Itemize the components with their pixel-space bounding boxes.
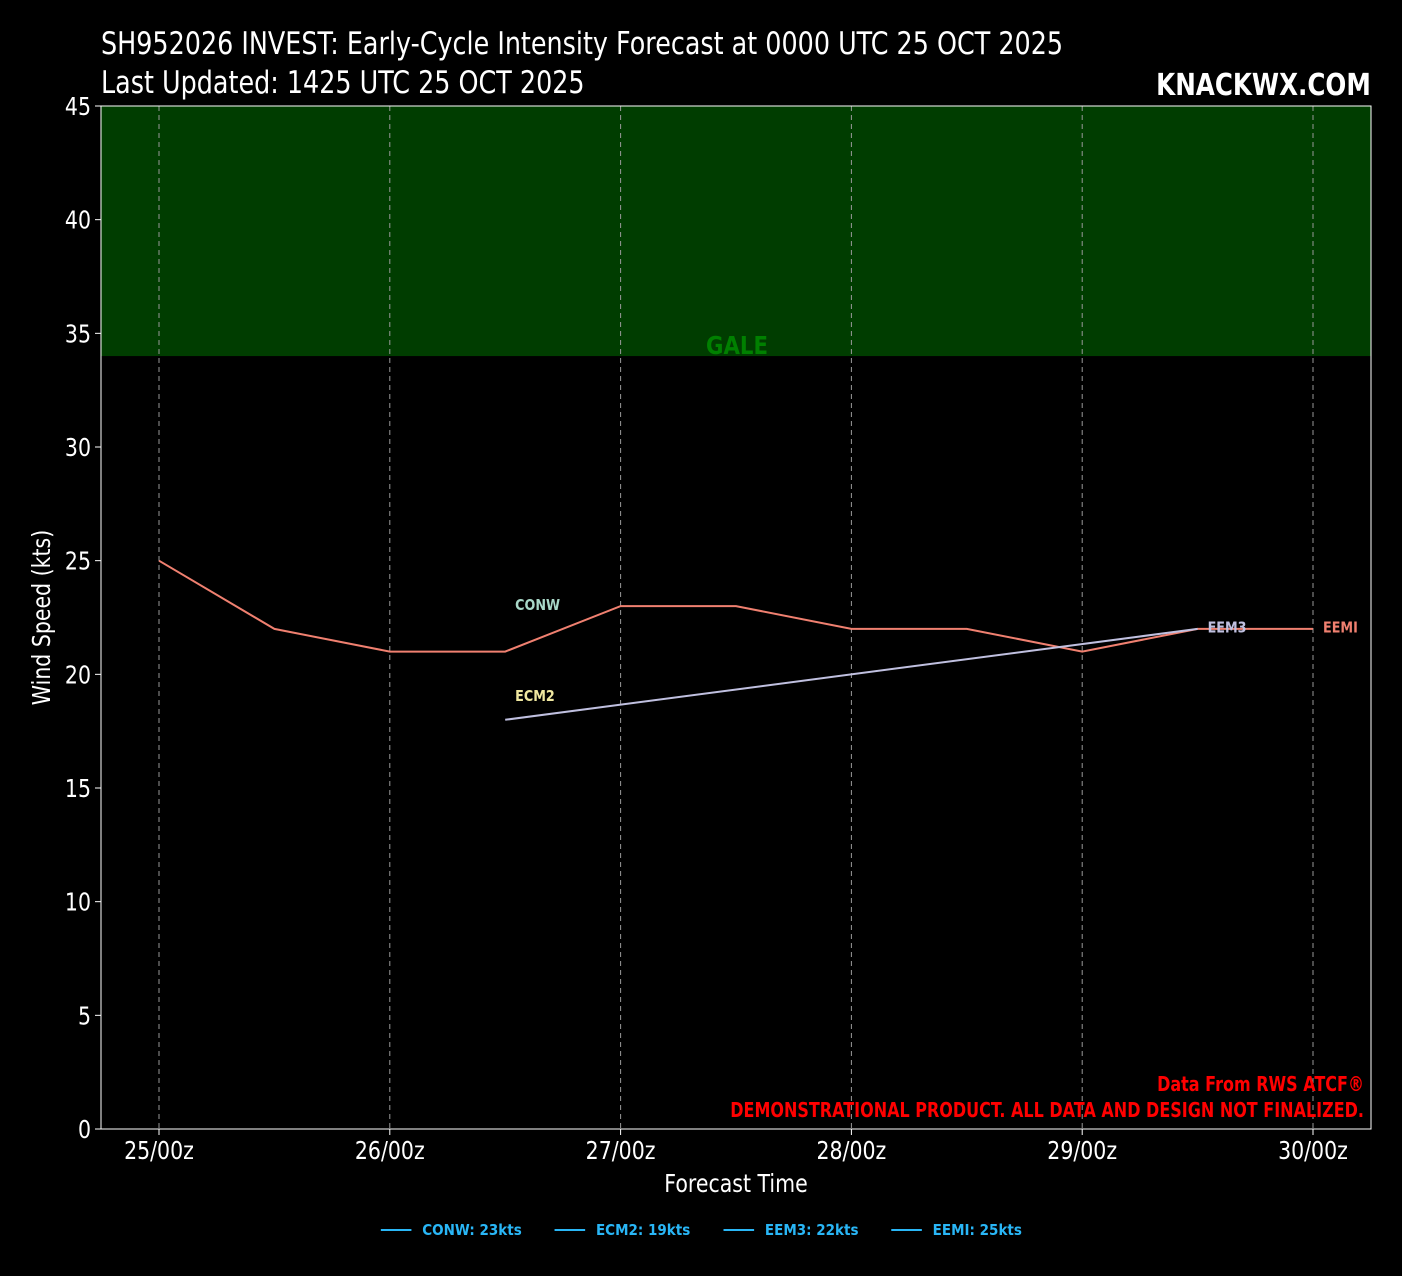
series-line-conw <box>158 559 1313 653</box>
line-label-ecm2: ECM2 <box>515 688 555 705</box>
gale-band-label: GALE <box>706 331 768 360</box>
y-tick-label: 5 <box>78 1002 91 1030</box>
chart-title: SH952026 INVEST: Early-Cycle Intensity F… <box>101 26 1064 62</box>
data-source-note: Data From RWS ATCF® <box>1157 1073 1364 1096</box>
x-axis-label: Forecast Time <box>664 1170 807 1198</box>
x-tick-label: 26/00z <box>355 1137 425 1165</box>
legend-item: EEMI: 25kts <box>891 1221 1022 1239</box>
y-tick-label: 40 <box>65 207 91 235</box>
legend-label: EEM3: 22kts <box>764 1221 859 1239</box>
x-tick-label: 25/00z <box>124 1137 194 1165</box>
brand-logo-text: KNACKWX.COM <box>1156 68 1371 103</box>
y-tick-label: 25 <box>65 548 91 576</box>
legend-swatch <box>380 1229 412 1231</box>
legend-label: CONW: 23kts <box>421 1221 522 1239</box>
y-tick-label: 35 <box>65 320 91 348</box>
x-tick-label: 30/00z <box>1278 1137 1348 1165</box>
series-line-ecm2 <box>505 627 1198 721</box>
y-tick-label: 0 <box>78 1116 91 1144</box>
plot-frame <box>100 105 1372 1130</box>
x-tick-label: 29/00z <box>1047 1137 1117 1165</box>
y-tick-label: 20 <box>65 661 91 689</box>
legend-item: EEM3: 22kts <box>723 1221 859 1239</box>
legend-swatch <box>891 1229 922 1231</box>
y-tick-label: 30 <box>65 434 91 462</box>
gale-band <box>101 106 1371 357</box>
chart-subtitle: Last Updated: 1425 UTC 25 OCT 2025 <box>101 65 585 101</box>
legend-swatch <box>723 1229 755 1231</box>
legend-item: ECM2: 19kts <box>554 1221 691 1239</box>
y-axis-label: Wind Speed (kts) <box>28 530 56 705</box>
x-tick-label: 27/00z <box>586 1137 656 1165</box>
y-tick-label: 15 <box>65 775 91 803</box>
line-label-eem3: EEM3 <box>1208 620 1247 637</box>
chart-legend: CONW: 23kts ECM2: 19kts EEM3: 22kts EEMI: 2… <box>0 1221 1402 1239</box>
line-label-conw: CONW <box>515 597 560 614</box>
y-tick-label: 45 <box>65 93 91 121</box>
y-tick-label: 10 <box>65 889 91 917</box>
line-label-eemi: EEMI <box>1323 620 1358 637</box>
legend-label: EEMI: 25kts <box>932 1221 1023 1239</box>
legend-item: CONW: 23kts <box>380 1221 522 1239</box>
data-source-note: DEMONSTRATIONAL PRODUCT. ALL DATA AND DE… <box>730 1099 1364 1122</box>
legend-swatch <box>554 1229 586 1231</box>
legend-label: ECM2: 19kts <box>596 1221 691 1239</box>
x-tick-label: 28/00z <box>816 1137 886 1165</box>
